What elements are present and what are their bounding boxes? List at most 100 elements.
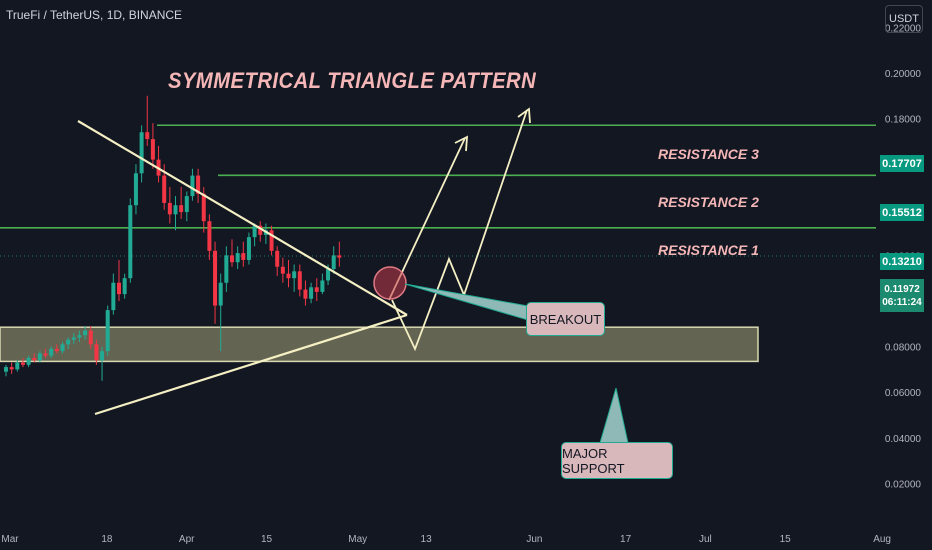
resistance-3-price-tag: 0.17707 — [880, 155, 924, 172]
candle-body — [71, 337, 76, 340]
candle-body — [88, 330, 93, 345]
projection-arrow-2 — [391, 109, 528, 352]
y-tick-label: 0.02000 — [885, 479, 922, 490]
candle-body — [117, 282, 121, 295]
candle-body — [94, 344, 99, 361]
candle-body — [224, 255, 229, 283]
candle-body — [230, 255, 234, 263]
candle-body — [269, 230, 274, 251]
candle-body — [145, 132, 150, 140]
x-tick-label: 18 — [101, 534, 113, 545]
x-tick-label: 13 — [421, 534, 433, 545]
x-tick-label: Apr — [179, 534, 195, 545]
candle-body — [213, 250, 218, 306]
candle-body — [150, 139, 155, 160]
currency-button[interactable]: USDT — [885, 5, 923, 33]
candle-body — [111, 282, 116, 311]
candle-body — [43, 353, 48, 356]
resistance-1-price-tag: 0.13210 — [880, 253, 924, 270]
breakout-callout: BREAKOUT — [526, 302, 605, 336]
candle-body — [26, 357, 31, 365]
candle-body — [77, 335, 82, 338]
x-tick-label: Aug — [873, 534, 891, 545]
candle-body — [139, 132, 144, 174]
candlestick-series — [4, 95, 342, 381]
candle-body — [331, 255, 336, 270]
candle-body — [309, 287, 314, 299]
candle-body — [241, 253, 246, 260]
candle-body — [100, 351, 105, 361]
symbol-info[interactable]: TrueFi / TetherUS, 1D, BINANCE — [6, 8, 183, 22]
y-tick-label: 0.18000 — [885, 115, 922, 126]
candle-body — [326, 269, 331, 281]
x-tick-label: Jun — [526, 534, 542, 545]
x-tick-label: Mar — [1, 534, 19, 545]
price-axis-background — [876, 0, 932, 550]
candle-body — [54, 348, 59, 352]
candle-body — [337, 255, 342, 258]
candle-body — [122, 278, 127, 295]
candle-body — [128, 205, 133, 279]
resistance-2-price-tag: 0.15512 — [880, 204, 924, 221]
support-zone-rect — [0, 326, 759, 363]
candle-body — [246, 237, 251, 260]
candle-body — [286, 273, 291, 279]
candle-body — [292, 271, 297, 279]
last-price-tag: 0.11972 06:11:24 — [880, 279, 924, 312]
candle-body — [167, 202, 172, 215]
candle-body — [280, 266, 285, 274]
x-tick-label: 17 — [620, 534, 632, 545]
candle-body — [218, 282, 223, 306]
x-tick-label: 15 — [261, 534, 273, 545]
candle-body — [252, 225, 257, 238]
triangle-upper-trendline — [77, 120, 408, 316]
candle-body — [184, 196, 189, 213]
candle-body — [20, 362, 25, 365]
resistance-2-label: RESISTANCE 2 — [658, 194, 759, 210]
candle-body — [275, 250, 280, 267]
x-tick-label: May — [348, 534, 367, 545]
breakout-circle — [373, 266, 407, 300]
candle-body — [37, 353, 42, 361]
candle-body — [196, 175, 201, 194]
resistance-1-label: RESISTANCE 1 — [658, 242, 759, 258]
resistance-3-label: RESISTANCE 3 — [658, 146, 759, 162]
candle-body — [235, 253, 240, 263]
x-tick-label: 15 — [780, 534, 792, 545]
triangle-lower-trendline — [94, 313, 408, 416]
candle-body — [314, 287, 319, 292]
candle-body — [201, 193, 206, 222]
candle-body — [15, 362, 20, 370]
candle-body — [207, 221, 212, 251]
major-support-callout: MAJOR SUPPORT — [561, 442, 673, 479]
support-callout-pointer — [599, 387, 629, 444]
candle-body — [190, 175, 195, 197]
candle-body — [32, 357, 37, 361]
candle-body — [60, 344, 65, 352]
candle-body — [4, 367, 8, 372]
candle-body — [258, 225, 263, 235]
bar-countdown: 06:11:24 — [882, 296, 922, 308]
candle-body — [173, 205, 178, 215]
projection-arrow-2-head — [517, 107, 531, 124]
resistance-lines — [0, 124, 876, 257]
candle-body — [83, 330, 88, 336]
time-axis-background — [0, 529, 932, 550]
pattern-drawings — [77, 107, 629, 444]
y-tick-label: 0.08000 — [885, 343, 922, 354]
candle-body — [297, 271, 302, 290]
price-axis[interactable]: 0.220000.200000.180000.160000.140000.120… — [876, 0, 932, 550]
pattern-title: SYMMETRICAL TRIANGLE PATTERN — [168, 68, 537, 93]
y-tick-label: 0.06000 — [885, 388, 922, 399]
x-tick-label: Jul — [699, 534, 712, 545]
y-tick-label: 0.20000 — [885, 69, 922, 80]
candle-body — [162, 175, 167, 203]
candle-body — [66, 339, 71, 345]
y-tick-label: 0.04000 — [885, 434, 922, 445]
time-axis[interactable]: Mar 18 Apr 15 May 13 Jun 17 Jul 15 Aug — [0, 529, 932, 550]
y-tick-label: 0.22000 — [885, 23, 922, 34]
candle-body — [49, 348, 54, 356]
projection-arrow-1-head — [454, 135, 469, 152]
candle-body — [303, 289, 308, 299]
